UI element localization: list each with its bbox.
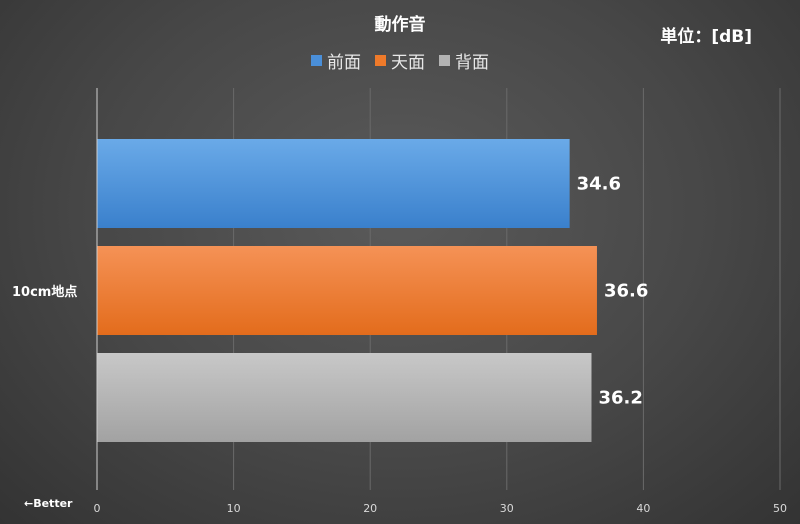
- legend-item-back: 背面: [439, 48, 489, 73]
- x-tick-label: 30: [500, 502, 514, 515]
- x-tick-label: 10: [227, 502, 241, 515]
- data-labels: 34.6 36.6 36.2: [577, 174, 649, 409]
- legend-label-top: 天面: [391, 53, 425, 73]
- data-label: 36.2: [598, 388, 642, 409]
- legend-label-back: 背面: [455, 53, 489, 73]
- chart-title: 動作音: [374, 15, 426, 35]
- bars: [97, 139, 597, 442]
- legend-item-front: 前面: [311, 48, 361, 73]
- x-tick-label: 0: [94, 502, 101, 515]
- bar-top: [97, 246, 597, 335]
- bar-front: [97, 139, 570, 228]
- x-tick-label: 40: [636, 502, 650, 515]
- legend: 前面 天面 背面: [0, 48, 800, 73]
- category-label: 10cm地点: [12, 284, 77, 300]
- x-tick-label: 50: [773, 502, 787, 515]
- legend-item-top: 天面: [375, 48, 425, 73]
- better-note: ←Better: [24, 497, 73, 510]
- bar-back: [97, 353, 592, 442]
- legend-swatch-top: [375, 55, 386, 66]
- unit-label: 単位：[dB]: [660, 27, 752, 47]
- x-tick-label: 20: [363, 502, 377, 515]
- data-label: 36.6: [604, 281, 648, 302]
- data-label: 34.6: [577, 174, 621, 195]
- legend-label-front: 前面: [327, 53, 361, 73]
- x-axis: 0 10 20 30 40 50 10cm地点: [12, 88, 787, 515]
- legend-swatch-front: [311, 55, 322, 66]
- legend-swatch-back: [439, 55, 450, 66]
